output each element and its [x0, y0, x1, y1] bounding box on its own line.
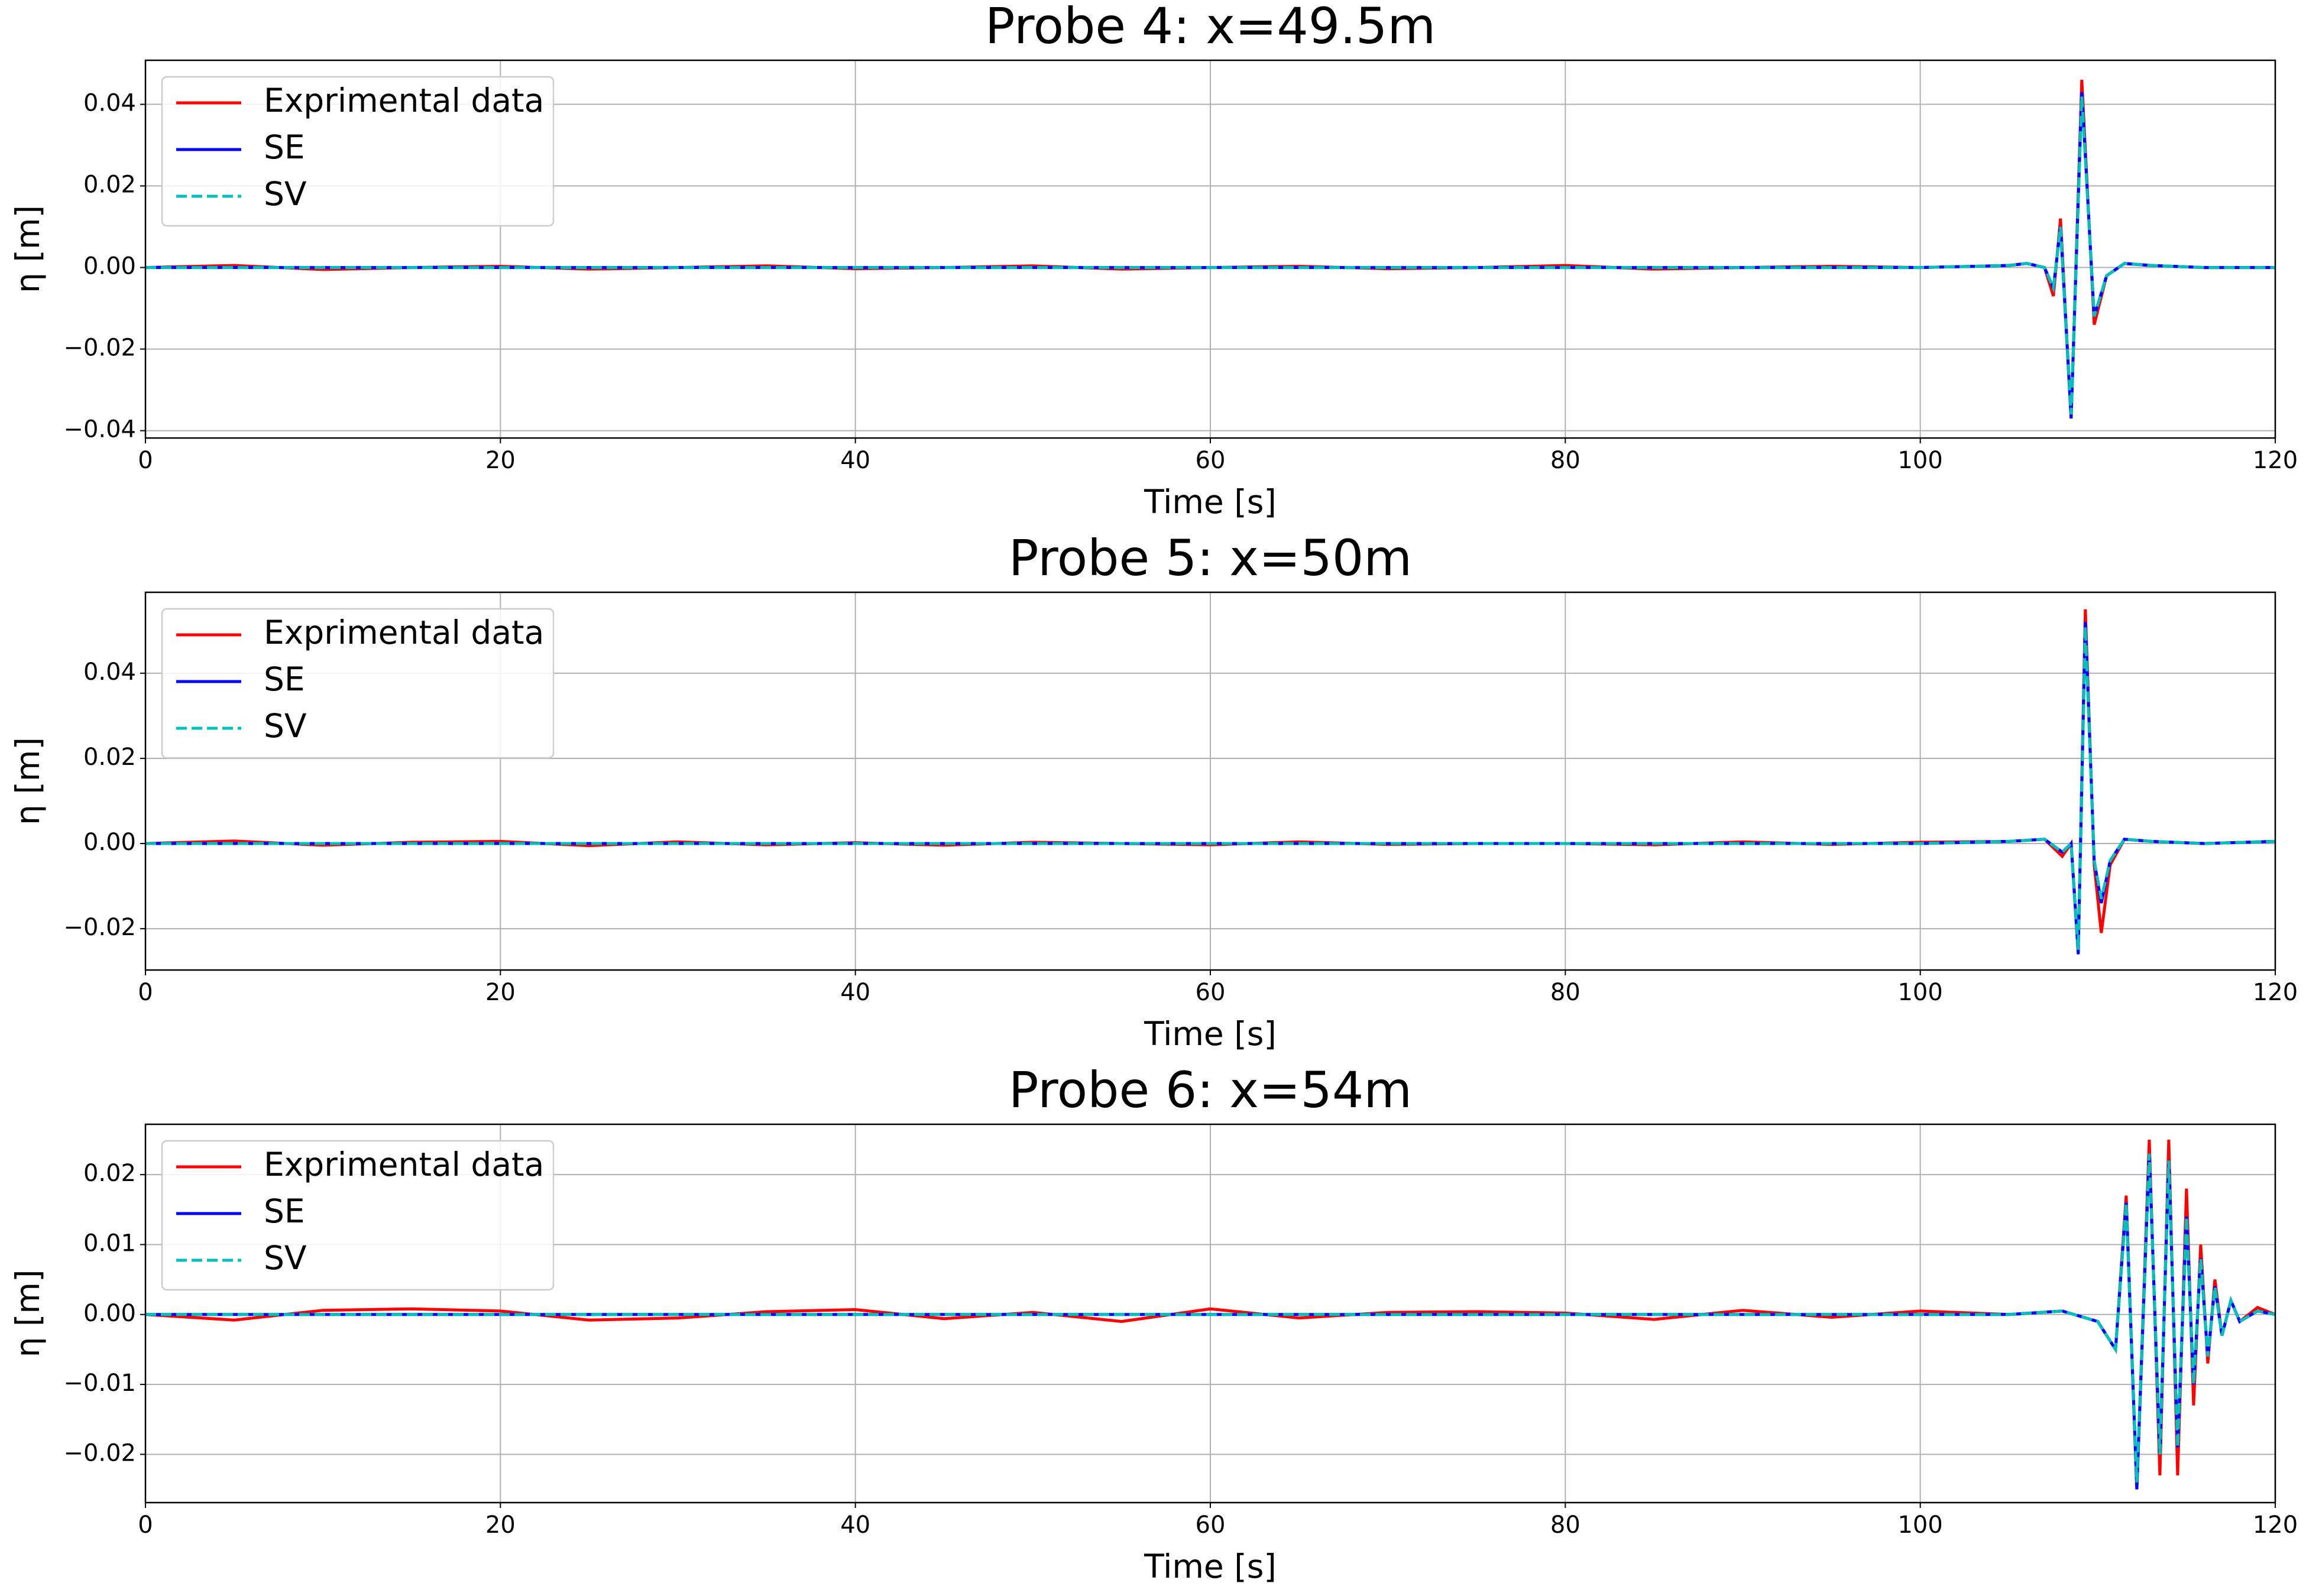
x-tick-label: 80 — [1550, 979, 1580, 1006]
x-tick-label: 80 — [1550, 1511, 1580, 1539]
x-tick-label: 40 — [840, 979, 870, 1006]
x-tick-label: 100 — [1897, 1511, 1942, 1539]
legend-label: SV — [264, 175, 307, 213]
x-axis-label: Time [s] — [1144, 1015, 1277, 1053]
data-line — [145, 1153, 2276, 1483]
legend-label: SE — [264, 128, 305, 166]
x-tick-label: 20 — [485, 447, 516, 474]
y-tick-label: −0.01 — [63, 1370, 136, 1397]
plot-frame — [144, 591, 2276, 971]
x-tick-label: 40 — [840, 1511, 870, 1539]
legend-label: Exprimental data — [264, 1146, 544, 1183]
x-tick-label: 60 — [1196, 1511, 1226, 1539]
x-tick-label: 0 — [138, 979, 153, 1006]
x-tick-label: 120 — [2253, 979, 2298, 1006]
y-tick-label: 0.01 — [83, 1230, 136, 1257]
chart-title: Probe 6: x=54m — [1009, 1061, 1412, 1119]
x-tick-label: 40 — [840, 447, 870, 474]
x-tick-label: 120 — [2253, 447, 2298, 474]
y-tick-label: −0.02 — [63, 335, 136, 362]
legend-label: SE — [264, 1192, 305, 1230]
y-tick-label: 0.04 — [83, 90, 136, 117]
plot-frame — [144, 1123, 2276, 1504]
y-tick-label: 0.04 — [83, 658, 136, 686]
x-tick-label: 80 — [1550, 447, 1580, 474]
x-tick-label: 20 — [485, 1511, 516, 1539]
y-tick-label: 0.02 — [83, 1160, 136, 1187]
legend-box — [161, 76, 555, 227]
legend-label: Exprimental data — [264, 82, 544, 119]
legend-label: SE — [264, 660, 305, 698]
y-tick-label: 0.02 — [83, 171, 136, 199]
x-tick-label: 100 — [1897, 447, 1942, 474]
y-tick-label: −0.02 — [63, 914, 136, 941]
y-axis-label: η [m] — [9, 737, 47, 825]
y-axis-label: η [m] — [9, 205, 47, 293]
data-line — [145, 96, 2275, 415]
x-tick-label: 60 — [1196, 979, 1226, 1006]
legend-box — [161, 608, 555, 759]
x-tick-label: 0 — [138, 1511, 153, 1539]
x-tick-label: 120 — [2253, 1511, 2298, 1539]
y-axis-label: η [m] — [9, 1270, 47, 1358]
x-axis-label: Time [s] — [1144, 1548, 1277, 1585]
x-tick-label: 20 — [485, 979, 516, 1006]
data-line — [145, 626, 2276, 951]
y-tick-label: 0.00 — [83, 829, 136, 856]
legend-label: Exprimental data — [264, 614, 544, 651]
x-tick-label: 0 — [138, 447, 153, 474]
y-tick-label: 0.02 — [83, 744, 136, 771]
x-tick-label: 100 — [1897, 979, 1942, 1006]
x-axis-label: Time [s] — [1144, 483, 1277, 521]
y-tick-label: 0.00 — [83, 253, 136, 280]
y-tick-label: −0.02 — [63, 1439, 136, 1467]
legend-label: SV — [264, 1239, 307, 1277]
legend-label: SV — [264, 707, 307, 745]
plot-frame — [144, 59, 2276, 439]
legend-box — [161, 1140, 555, 1291]
chart-title: Probe 4: x=49.5m — [985, 0, 1436, 55]
y-tick-label: −0.04 — [63, 416, 136, 443]
chart-title: Probe 5: x=50m — [1009, 529, 1412, 587]
x-tick-label: 60 — [1196, 447, 1226, 474]
y-tick-label: 0.00 — [83, 1300, 136, 1327]
